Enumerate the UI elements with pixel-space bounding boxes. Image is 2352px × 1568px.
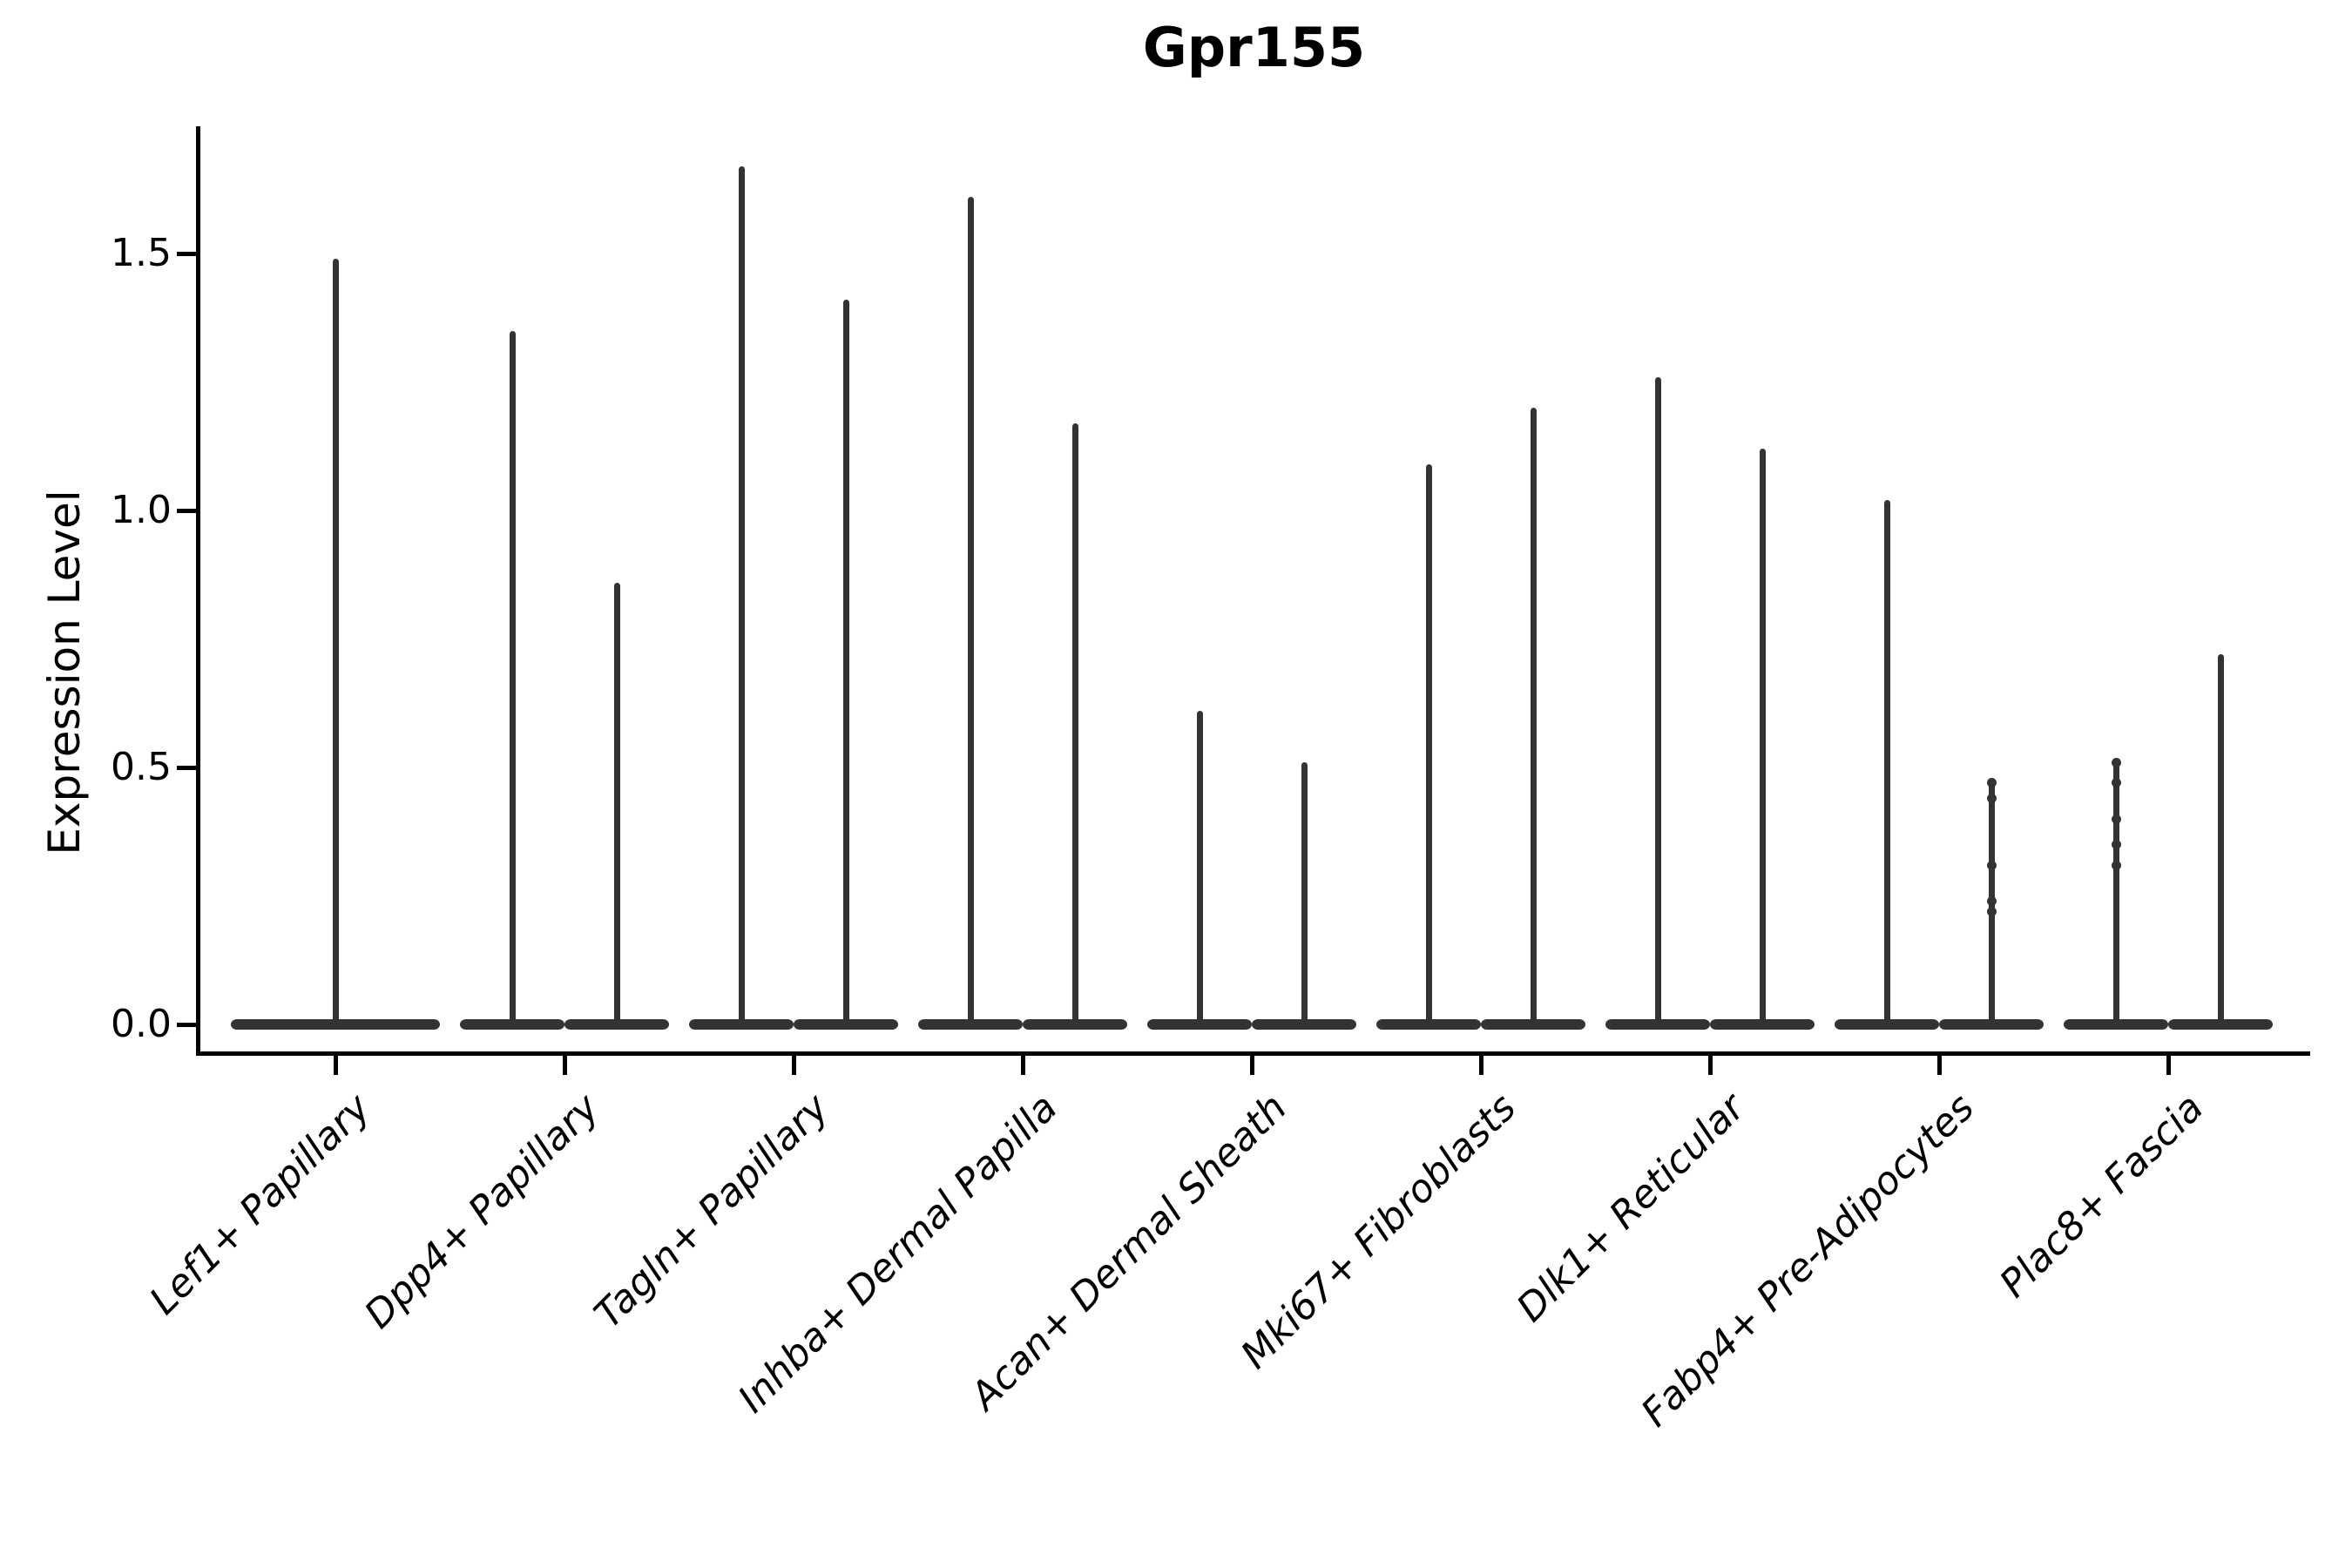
violin-spike xyxy=(1883,500,1890,1024)
violin-spike xyxy=(1530,408,1537,1024)
violin-spike xyxy=(2112,762,2119,1024)
violin-body xyxy=(1147,1019,1252,1030)
violin-body xyxy=(1939,1019,2044,1030)
expression-point xyxy=(1986,778,1997,788)
violin-body xyxy=(918,1019,1023,1030)
violin-spike xyxy=(1654,376,1661,1024)
violin-spike xyxy=(1196,711,1203,1024)
expression-point xyxy=(1986,793,1997,803)
y-axis-spine xyxy=(196,126,200,1055)
violin-spike xyxy=(1301,762,1308,1024)
violin-body xyxy=(2168,1019,2273,1030)
violin-spike xyxy=(613,582,620,1024)
violin-body xyxy=(1023,1019,1127,1030)
y-tick-mark xyxy=(177,1022,196,1027)
expression-point xyxy=(2111,840,2121,849)
x-tick-mark xyxy=(1020,1056,1025,1075)
x-tick-mark xyxy=(562,1056,567,1075)
y-tick-label: 1.5 xyxy=(111,231,172,275)
expression-point xyxy=(2111,778,2121,788)
expression-point xyxy=(1986,896,1997,906)
violin-spike xyxy=(2217,654,2224,1024)
violin-spike xyxy=(1759,449,1766,1024)
x-tick-label: Tagln+ Papillary xyxy=(585,1085,838,1337)
y-tick-label: 1.0 xyxy=(111,488,172,532)
violin-body xyxy=(1605,1019,1710,1030)
violin-spike xyxy=(1425,463,1432,1024)
violin-body xyxy=(1835,1019,1939,1030)
y-tick-label: 0.5 xyxy=(111,745,172,789)
x-tick-mark xyxy=(1707,1056,1713,1075)
expression-point xyxy=(2111,814,2121,824)
violin-body xyxy=(1710,1019,1815,1030)
violin-body xyxy=(794,1019,898,1030)
violin-spike xyxy=(332,258,339,1024)
violin-spike xyxy=(842,300,849,1024)
x-tick-label: Dpp4+ Papillary xyxy=(356,1085,609,1338)
chart-title: Gpr155 xyxy=(1142,16,1366,79)
x-tick-mark xyxy=(791,1056,796,1075)
expression-point xyxy=(2111,860,2121,870)
x-tick-label: Plac8+ Fascia xyxy=(1990,1085,2213,1307)
x-tick-mark xyxy=(1249,1056,1254,1075)
violin-spike xyxy=(967,197,974,1024)
violin-body xyxy=(231,1019,440,1030)
x-tick-mark xyxy=(1936,1056,1942,1075)
violin-spike xyxy=(738,166,745,1024)
x-tick-mark xyxy=(2166,1056,2171,1075)
x-axis-spine xyxy=(196,1051,2310,1056)
violin-spike xyxy=(1071,422,1078,1024)
y-tick-mark xyxy=(177,765,196,770)
y-tick-label: 0.0 xyxy=(111,1002,172,1046)
violin-body xyxy=(2064,1019,2168,1030)
violin-spike xyxy=(509,330,516,1024)
x-tick-label: Dlk1+ Reticular xyxy=(1508,1085,1754,1331)
violin-body xyxy=(460,1019,564,1030)
x-tick-mark xyxy=(333,1056,338,1075)
violin-body xyxy=(689,1019,794,1030)
violin-body xyxy=(564,1019,669,1030)
violin-body xyxy=(1481,1019,1585,1030)
expression-point xyxy=(1986,906,1997,916)
violin-body xyxy=(1252,1019,1356,1030)
x-tick-mark xyxy=(1478,1056,1484,1075)
y-tick-mark xyxy=(177,251,196,256)
violin-body xyxy=(1376,1019,1481,1030)
x-tick-label: Lef1+ Papillary xyxy=(141,1085,380,1324)
y-axis-label: Expression Level xyxy=(39,490,90,855)
expression-point xyxy=(2111,757,2121,767)
expression-point xyxy=(1986,860,1997,870)
y-tick-mark xyxy=(177,508,196,513)
